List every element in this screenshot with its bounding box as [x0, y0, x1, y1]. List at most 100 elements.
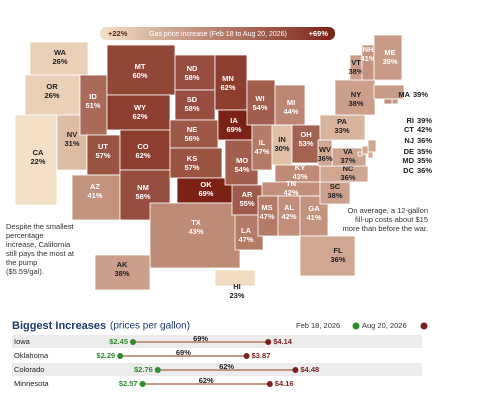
- state-abbr: WV: [319, 145, 331, 154]
- state-abbr: NE: [187, 125, 197, 134]
- state: [367, 151, 374, 159]
- legend-low: +22%: [108, 29, 128, 38]
- state-abbr: NJ: [404, 136, 414, 145]
- start-label: $2.45: [109, 337, 128, 346]
- state-value: 58%: [184, 104, 199, 113]
- state-value: 41%: [87, 191, 102, 200]
- row-state: Colorado: [14, 365, 44, 374]
- legend-high: +69%: [309, 29, 329, 38]
- state-abbr: MA: [398, 90, 410, 99]
- state-abbr: MS: [261, 203, 272, 212]
- state-value: 62%: [220, 83, 235, 92]
- state-abbr: OK: [200, 180, 212, 189]
- state: [94, 254, 151, 291]
- state-abbr: ME: [384, 48, 395, 57]
- state: [174, 54, 216, 91]
- row-state: Minnesota: [14, 379, 49, 388]
- state-value: 26%: [44, 91, 59, 100]
- change-label: 62%: [199, 376, 214, 385]
- state-abbr: NM: [137, 183, 149, 192]
- state-abbr: RI: [407, 116, 415, 125]
- state-abbr: AL: [284, 203, 294, 212]
- state-abbr: HI: [233, 282, 241, 291]
- state-value: 39%: [413, 90, 428, 99]
- state-value: 42%: [283, 188, 298, 197]
- legend-start-dot: [352, 322, 360, 330]
- state-value: 69%: [198, 189, 213, 198]
- state-value: 38%: [348, 99, 363, 108]
- state-value: 56%: [184, 134, 199, 143]
- state: [14, 114, 58, 206]
- state-value: 62%: [132, 112, 147, 121]
- state-value: 36%: [340, 173, 355, 182]
- start-dot: [117, 353, 124, 359]
- start-dot: [154, 367, 161, 373]
- legend-title: Gas price increase (Feb 18 to Aug 20, 20…: [149, 31, 287, 38]
- state-abbr: NC: [343, 164, 354, 173]
- state-value: 31%: [64, 139, 79, 148]
- state: [383, 98, 393, 105]
- state-abbr: FL: [333, 246, 343, 255]
- state-abbr: UT: [98, 142, 108, 151]
- state-value: 62%: [135, 151, 150, 160]
- state-abbr: IL: [259, 138, 266, 147]
- start-label: $2.76: [134, 365, 153, 374]
- end-dot: [243, 353, 250, 359]
- state-abbr: NH: [363, 45, 374, 54]
- state-abbr: NY: [351, 90, 361, 99]
- state-abbr: TN: [286, 179, 296, 188]
- state-value: 57%: [184, 163, 199, 172]
- state: [71, 174, 121, 221]
- state: [391, 98, 399, 105]
- state-value: 36%: [417, 136, 432, 145]
- state-value: 54%: [234, 165, 249, 174]
- state: [367, 139, 377, 153]
- state-value: 42%: [417, 125, 432, 134]
- state-abbr: SC: [330, 182, 341, 191]
- state-abbr: WY: [134, 103, 146, 112]
- state-value: 42%: [281, 212, 296, 221]
- state-value: 39%: [417, 116, 432, 125]
- state-value: 47%: [254, 147, 269, 156]
- legend-end-dot: [420, 322, 428, 330]
- state-abbr: MD: [402, 156, 414, 165]
- state: [217, 109, 253, 141]
- end-label: $4.14: [273, 337, 293, 346]
- state-value: 43%: [292, 172, 307, 181]
- state-abbr: KS: [187, 154, 197, 163]
- state-abbr: WI: [255, 94, 264, 103]
- state: [106, 94, 171, 131]
- end-dot: [265, 339, 272, 345]
- state-value: 41%: [360, 54, 375, 63]
- state-abbr: AR: [242, 190, 253, 199]
- state-value: 23%: [229, 291, 244, 300]
- state-value: 30%: [274, 144, 289, 153]
- state-abbr: GA: [308, 204, 320, 213]
- state-abbr: KY: [295, 163, 305, 172]
- state: [106, 44, 176, 96]
- row-state: Oklahoma: [14, 351, 49, 360]
- state-value: 36%: [317, 154, 332, 163]
- state-abbr: DE: [404, 147, 414, 156]
- state: [169, 147, 223, 179]
- state-value: 39%: [382, 57, 397, 66]
- state: [29, 41, 89, 76]
- state: [319, 114, 366, 141]
- state-value: 38%: [348, 67, 363, 76]
- state-value: 36%: [330, 255, 345, 264]
- state-abbr: CT: [404, 125, 414, 134]
- end-dot: [266, 381, 273, 387]
- end-label: $4.16: [275, 379, 294, 388]
- state-abbr: MN: [222, 74, 234, 83]
- state-abbr: MI: [287, 98, 295, 107]
- state-abbr: OR: [46, 82, 58, 91]
- state: [119, 129, 171, 171]
- change-label: 62%: [219, 362, 234, 371]
- state-abbr: ND: [187, 64, 198, 73]
- state-value: 53%: [298, 139, 313, 148]
- state-abbr: CO: [137, 142, 148, 151]
- end-label: $3.87: [252, 351, 271, 360]
- end-label: $4.48: [300, 365, 319, 374]
- state-abbr: AZ: [90, 182, 100, 191]
